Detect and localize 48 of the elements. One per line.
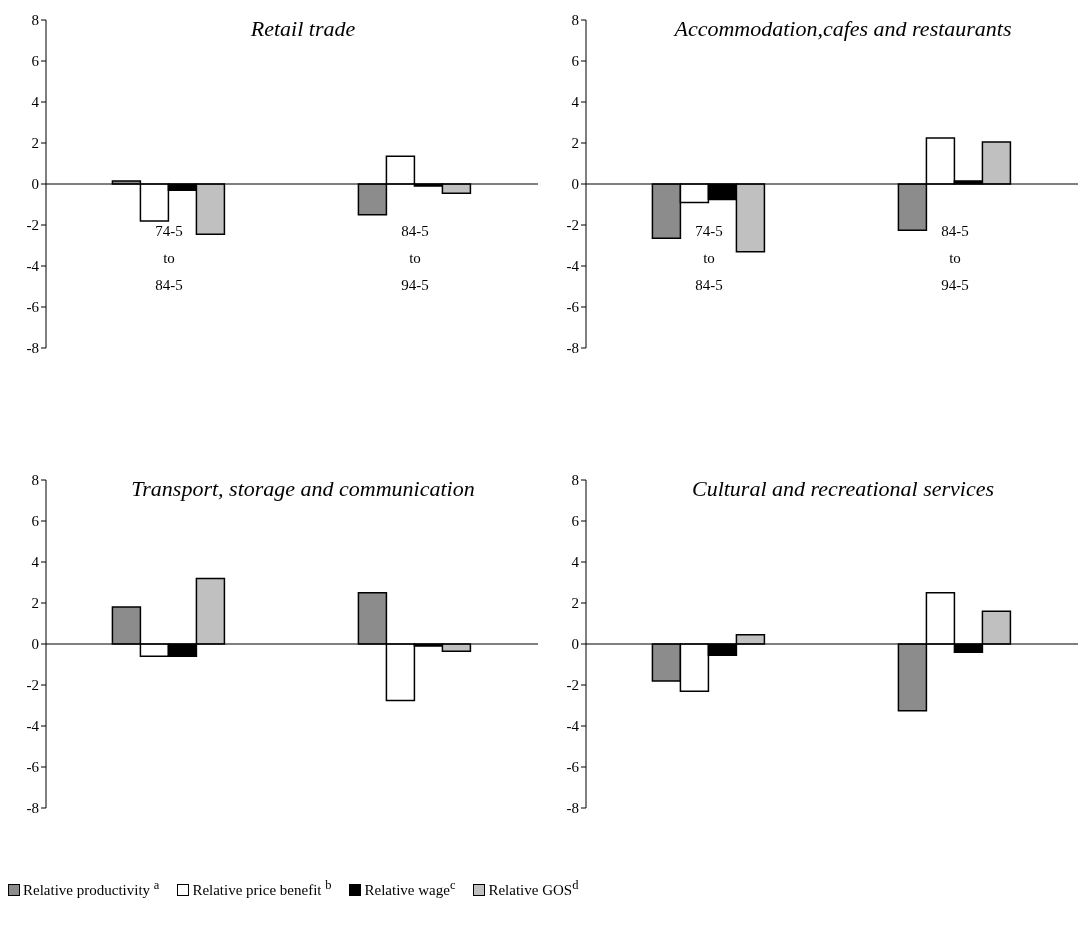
y-tick-label: 8 (571, 12, 579, 29)
y-tick-label: -6 (566, 759, 580, 776)
y-tick-label: 8 (571, 472, 579, 489)
y-tick-label: -4 (566, 718, 580, 735)
chart-title: Transport, storage and communication (130, 476, 476, 502)
y-tick-label: 2 (31, 135, 39, 152)
y-tick-label: 2 (571, 595, 579, 612)
x-tick-label: 74-5 to 84-5 (695, 223, 723, 293)
y-tick-label: -8 (566, 340, 579, 357)
y-tick-label: -6 (26, 299, 40, 316)
y-tick-label: -2 (566, 217, 579, 234)
legend-label: Relative GOS$^{d}$ (488, 878, 579, 899)
chart-title: Cultural and recreational services (690, 476, 996, 502)
y-tick-label: 2 (571, 135, 579, 152)
legend-label: Relative price benefit $^{b}$ (192, 878, 332, 899)
y-tick-label: -8 (26, 800, 39, 817)
y-tick-label: -2 (26, 217, 39, 234)
y-tick-label: 0 (571, 636, 579, 653)
y-tick-label: 4 (571, 554, 580, 571)
y-tick-label: -4 (26, 258, 40, 275)
y-tick-label: -4 (26, 718, 40, 735)
y-tick-label: 6 (571, 513, 580, 530)
y-tick-label: 0 (571, 176, 579, 193)
x-tick-label: 84-5 to 94-5 (941, 223, 969, 293)
y-tick-label: -2 (26, 677, 39, 694)
y-tick-label: 4 (571, 94, 580, 111)
y-tick-label: -6 (566, 299, 580, 316)
y-tick-label: -2 (566, 677, 579, 694)
y-tick-label: -6 (26, 759, 40, 776)
y-tick-label: 2 (31, 595, 39, 612)
y-tick-label: -8 (26, 340, 39, 357)
y-tick-label: 8 (31, 12, 39, 29)
y-tick-label: -4 (566, 258, 580, 275)
y-tick-label: 4 (31, 94, 40, 111)
y-tick-label: 0 (31, 636, 39, 653)
y-tick-label: -8 (566, 800, 579, 817)
legend-label: Relative wage$^{c}$ (364, 878, 456, 899)
y-tick-label: 0 (31, 176, 39, 193)
y-tick-label: 6 (31, 513, 40, 530)
y-tick-label: 6 (31, 53, 40, 70)
x-tick-label: 74-5 to 84-5 (155, 223, 183, 293)
y-tick-label: 4 (31, 554, 40, 571)
legend-label: Relative productivity $^{a}$ (23, 878, 160, 899)
x-tick-label: 84-5 to 94-5 (401, 223, 429, 293)
y-tick-label: 6 (571, 53, 580, 70)
y-tick-label: 8 (31, 472, 39, 489)
chart-title: Accommodation,cafes and restaurants (672, 16, 1013, 42)
chart-title: Retail trade (249, 16, 357, 42)
